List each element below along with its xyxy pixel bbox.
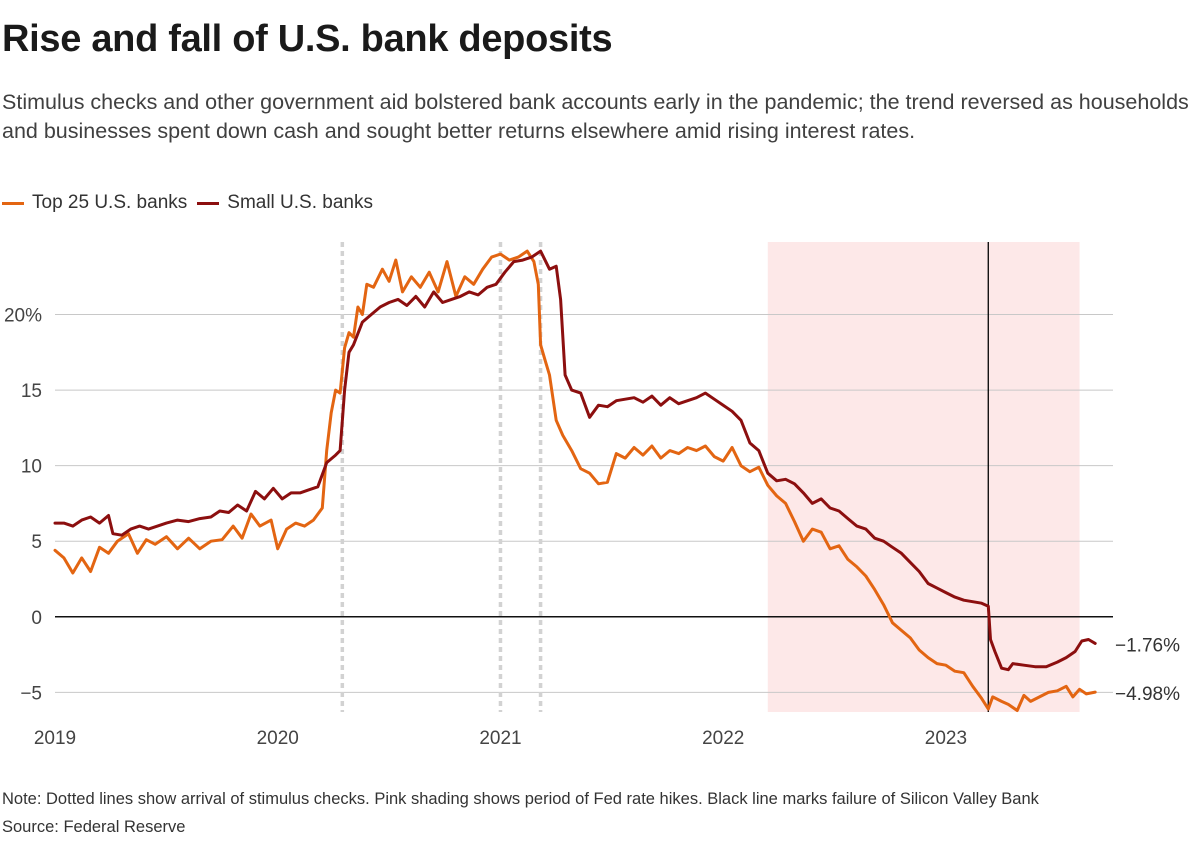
legend: Top 25 U.S. banks Small U.S. banks [2,192,383,214]
x-tick-label: 2020 [257,728,299,749]
y-tick-label: 0 [31,608,42,629]
x-tick-label: 2021 [479,728,521,749]
source-note: Source: Federal Reserve [2,818,186,836]
legend-item-top25: Top 25 U.S. banks [2,192,187,214]
series-line-top25 [53,249,1097,712]
y-tick-label: 10 [21,457,42,478]
x-tick-label: 2022 [702,728,744,749]
rate-hike-shading [767,242,1080,712]
y-tick-label: 15 [21,381,42,402]
end-label-small: −1.76% [1115,635,1180,656]
legend-item-small: Small U.S. banks [197,192,373,214]
y-tick-label: 5 [31,532,42,553]
x-tick-label: 2023 [925,728,967,749]
legend-swatch-small [197,201,220,205]
y-tick-label: −5 [20,683,42,704]
legend-label-small: Small U.S. banks [227,192,373,213]
y-tick-label: 20% [4,306,42,327]
chart-subtitle: Stimulus checks and other government aid… [2,90,1189,143]
line-chart: 20% 15 10 5 0 −5 2019 2020 2021 2022 2023 −4.98% −1.… [4,242,1180,749]
legend-swatch-top25 [2,201,24,205]
legend-label-top25: Top 25 U.S. banks [32,192,188,213]
series-line-small [53,249,1097,672]
chart-title: Rise and fall of U.S. bank deposits [2,18,613,60]
footnote: Note: Dotted lines show arrival of stimu… [2,790,1039,808]
x-tick-label: 2019 [34,728,76,749]
end-label-top25: −4.98% [1115,684,1180,705]
